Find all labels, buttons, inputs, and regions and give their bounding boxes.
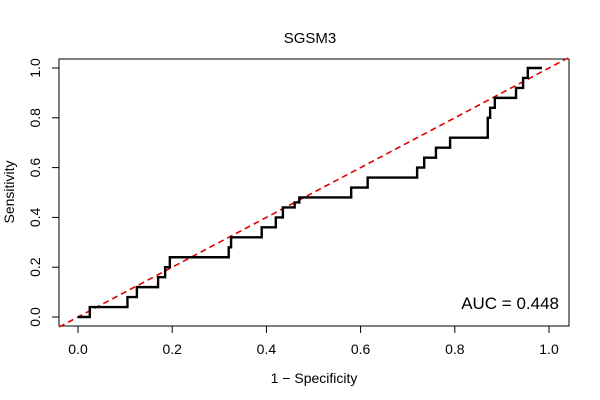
x-tick-label: 0.4 [257,341,277,357]
y-tick-label: 0.8 [27,108,43,128]
roc-curve-line [78,66,542,319]
x-tick-label: 0.6 [351,341,371,357]
y-tick-label: 0.2 [27,257,43,277]
y-tick-label: 0.4 [27,207,43,227]
chart-title: SGSM3 [284,30,337,47]
x-axis-label: 1 − Specificity [271,370,358,386]
x-tick-label: 1.0 [539,341,559,357]
x-tick-label: 0.8 [445,341,465,357]
x-tick-label: 0.2 [162,341,182,357]
auc-annotation: AUC = 0.448 [461,294,559,313]
y-tick-label: 0.0 [27,307,43,327]
y-tick-label: 0.6 [27,158,43,178]
x-tick-label: 0.0 [68,341,88,357]
y-tick-label: 1.0 [27,58,43,78]
x-axis: 0.0 0.2 0.4 0.6 0.8 1.0 [68,325,559,357]
y-axis: 0.0 0.2 0.4 0.6 0.8 1.0 [27,58,60,327]
chance-diagonal-line [58,57,569,328]
y-axis-label: Sensitivity [1,160,17,223]
